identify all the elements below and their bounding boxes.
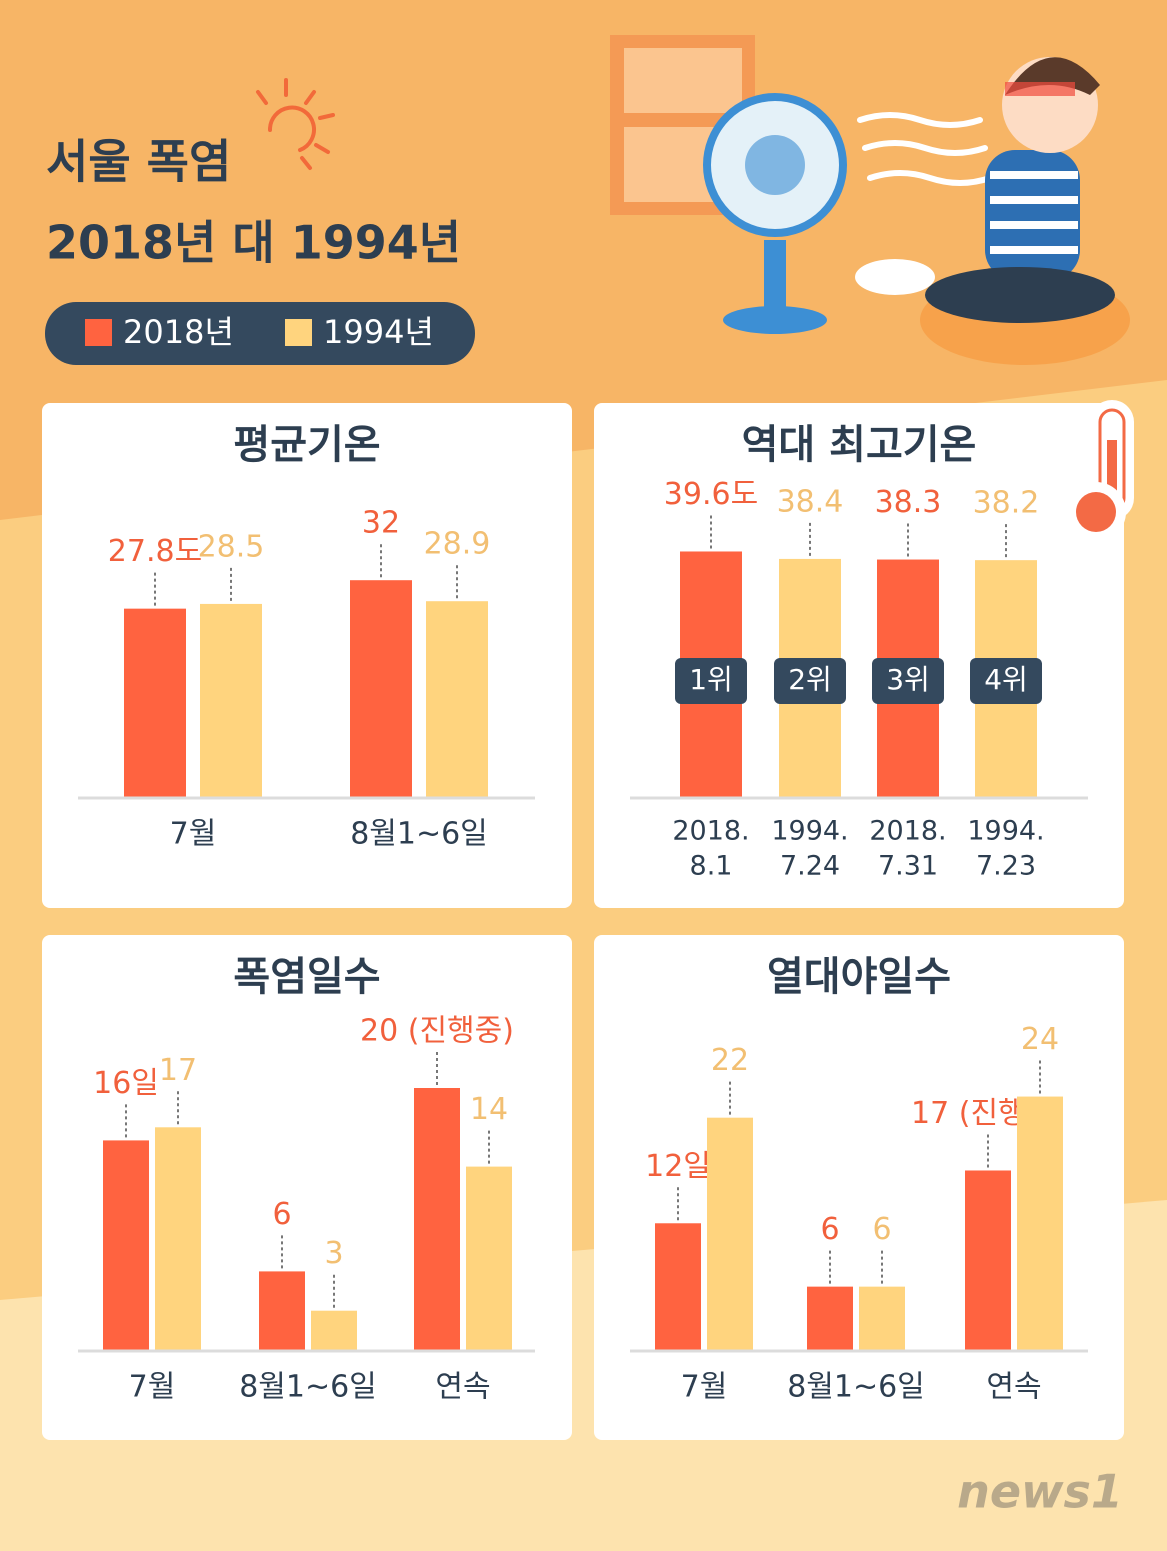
value-label: 28.5	[198, 529, 265, 564]
legend-label: 2018년	[123, 313, 234, 351]
bar	[426, 601, 488, 797]
x-tick-label: 7월	[681, 1370, 728, 1405]
x-tick-label: 2018.	[869, 816, 946, 847]
x-tick-label: 7.24	[780, 851, 840, 882]
x-tick-label: 1994.	[967, 816, 1044, 847]
x-tick-label: 2018.	[672, 816, 749, 847]
thermometer-icon	[1066, 400, 1134, 542]
value-label: 12일	[645, 1149, 711, 1184]
bar	[707, 1117, 753, 1350]
rank-label: 4위	[984, 663, 1028, 696]
rank-badge	[970, 658, 1042, 704]
value-label: 38.3	[875, 485, 942, 520]
bar	[655, 1223, 701, 1350]
illustration	[610, 35, 1130, 365]
x-tick-label: 8.1	[690, 851, 733, 882]
value-label: 39.6도	[664, 477, 758, 512]
bar	[466, 1166, 512, 1350]
rank-badge	[774, 658, 846, 704]
value-label: 38.2	[973, 486, 1040, 521]
value-label: 6	[272, 1197, 291, 1232]
background-band	[0, 0, 1167, 520]
rank-badge	[872, 658, 944, 704]
x-tick-label: 7.31	[878, 851, 938, 882]
x-tick-label: 연속	[435, 1370, 490, 1405]
bar	[200, 603, 262, 797]
value-label: 20 (진행중)	[360, 1014, 514, 1049]
x-tick-label: 1994.	[771, 816, 848, 847]
bar	[859, 1286, 905, 1350]
legend-swatch	[285, 319, 312, 346]
bar	[350, 580, 412, 797]
bar	[414, 1088, 460, 1350]
rank-label: 3위	[886, 663, 930, 696]
panel	[42, 403, 572, 908]
bar	[311, 1310, 357, 1350]
x-tick-label: 8월1~6일	[239, 1370, 377, 1405]
bar	[965, 1170, 1011, 1350]
legend: 2018년 1994년	[85, 313, 434, 351]
x-tick-label: 7월	[129, 1370, 176, 1405]
rank-badge	[675, 658, 747, 704]
subtitle: 2018년 대 1994년	[46, 216, 461, 270]
chart-title: 역대 최고기온	[742, 422, 977, 468]
value-label: 32	[362, 506, 400, 541]
value-label: 27.8도	[108, 534, 202, 569]
value-label: 22	[711, 1043, 749, 1078]
bar	[155, 1127, 201, 1350]
value-label: 6	[820, 1212, 839, 1247]
charts: 평균기온 27.8도 32 28.5 28.9 7월 8월1~6일 역대 최고기온 39.6도 1…	[78, 422, 1088, 1405]
chart-title: 폭염일수	[233, 954, 380, 1000]
x-tick-label: 8월1~6일	[787, 1370, 925, 1405]
value-label: 3	[324, 1236, 343, 1271]
bar	[1017, 1096, 1063, 1350]
bar	[124, 608, 186, 797]
chart-title: 평균기온	[233, 422, 380, 468]
legend-box	[45, 302, 475, 365]
title: 서울 폭염	[46, 135, 231, 189]
legend-swatch	[85, 319, 112, 346]
value-label: 38.4	[777, 484, 844, 519]
bar	[259, 1271, 305, 1350]
chart-title: 열대야일수	[767, 954, 951, 1000]
value-label: 6	[872, 1212, 891, 1247]
bar	[807, 1286, 853, 1350]
x-tick-label: 7.23	[976, 851, 1036, 882]
value-label: 24	[1021, 1022, 1059, 1057]
bar	[103, 1140, 149, 1350]
value-label: 14	[470, 1092, 508, 1127]
rank-label: 1위	[689, 663, 733, 696]
x-tick-label: 7월	[170, 817, 217, 852]
value-label: 17	[159, 1053, 197, 1088]
x-tick-label: 8월1~6일	[350, 817, 488, 852]
x-tick-label: 연속	[986, 1370, 1041, 1405]
logo: news1	[957, 1465, 1123, 1519]
value-label: 28.9	[424, 527, 491, 562]
sun-icon	[256, 78, 335, 170]
rank-label: 2위	[788, 663, 832, 696]
value-label: 16일	[93, 1066, 159, 1101]
legend-label: 1994년	[323, 313, 434, 351]
